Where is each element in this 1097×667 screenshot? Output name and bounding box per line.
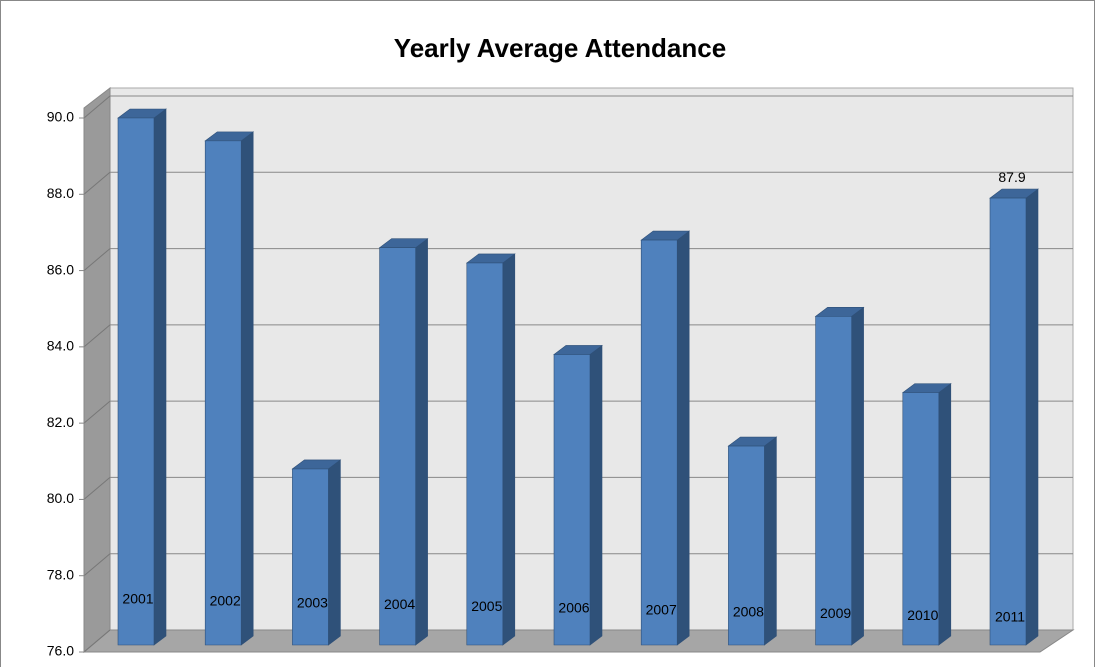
bar — [553, 344, 603, 646]
bar — [901, 383, 952, 646]
y-tick-label: 90.0 — [47, 109, 74, 125]
bar-side — [240, 131, 254, 646]
bar-side — [415, 238, 428, 646]
bar-side — [153, 108, 167, 646]
x-tick-label: 2004 — [384, 596, 415, 612]
bar-side — [764, 436, 777, 646]
bar-front — [815, 316, 852, 646]
bar-front — [989, 197, 1027, 646]
bar-front — [728, 445, 765, 646]
grid-line-side — [83, 400, 111, 424]
grid-line-side — [83, 477, 111, 500]
y-tick-label: 84.0 — [47, 338, 74, 354]
y-tick-label: 86.0 — [47, 261, 74, 277]
bar — [640, 230, 691, 646]
grid-line-side — [83, 95, 111, 119]
bar — [727, 436, 778, 646]
y-tick-label: 80.0 — [47, 490, 74, 506]
x-tick-label: 2011 — [995, 609, 1025, 625]
bar-front — [466, 262, 504, 646]
x-tick-label: 2009 — [820, 605, 851, 621]
bar-front — [379, 247, 416, 646]
bar — [204, 131, 255, 646]
y-tick-label: 88.0 — [47, 185, 74, 201]
side-wall — [83, 86, 111, 654]
x-tick-label: 2008 — [733, 603, 764, 619]
bar-front — [204, 140, 242, 646]
x-tick-label: 2001 — [122, 591, 153, 607]
bar-front — [902, 392, 940, 646]
bar-front — [553, 354, 591, 646]
x-tick-label: 2010 — [907, 607, 938, 623]
y-tick-label: 82.0 — [47, 414, 74, 430]
bar — [291, 459, 342, 646]
bar-side — [938, 383, 952, 646]
bar-front — [292, 468, 329, 646]
x-tick-label: 2003 — [297, 594, 328, 610]
bar-side — [851, 306, 864, 646]
bar — [814, 306, 865, 646]
bar-front — [640, 239, 678, 646]
grid-line-side — [83, 248, 111, 271]
bar — [465, 253, 516, 646]
y-tick-label: 78.0 — [47, 566, 74, 582]
x-tick-label: 2002 — [210, 593, 241, 609]
grid-line-side — [83, 553, 111, 577]
bar — [378, 238, 429, 646]
bar-side — [589, 344, 603, 646]
bar — [117, 108, 167, 646]
bar-side — [1025, 188, 1039, 646]
x-tick-label: 2005 — [471, 598, 502, 614]
grid-line-side — [83, 629, 111, 653]
chart-title: Yearly Average Attendance — [394, 33, 726, 63]
bar-side — [328, 459, 341, 646]
grid-line-side — [83, 171, 111, 195]
bar — [989, 188, 1039, 646]
x-tick-label: 2007 — [646, 602, 677, 618]
bar-side — [502, 253, 516, 646]
x-tick-label: 2006 — [558, 600, 589, 616]
value-label: 87.9 — [998, 169, 1025, 185]
bar-side — [676, 230, 690, 646]
y-tick-label: 76.0 — [47, 643, 74, 659]
grid-line-side — [83, 324, 111, 348]
bar-front — [117, 117, 155, 646]
